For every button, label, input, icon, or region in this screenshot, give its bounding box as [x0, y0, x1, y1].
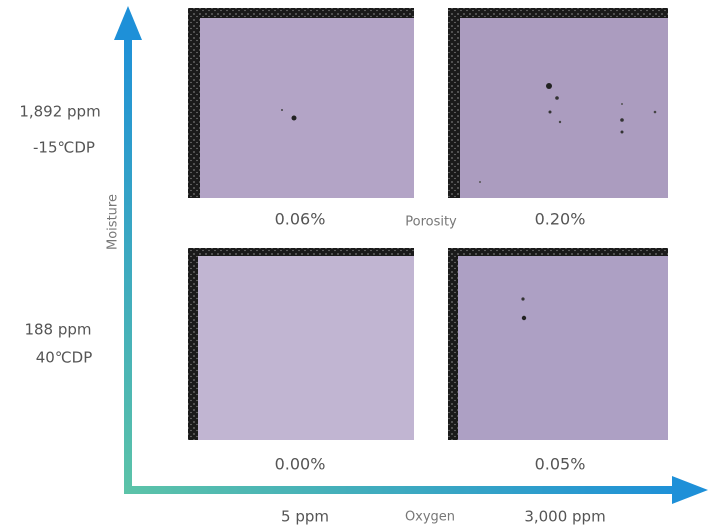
micrograph: [188, 8, 414, 198]
dew-point: -15℃DP: [33, 139, 95, 157]
porosity-value: 0.00%: [275, 455, 326, 474]
figure: 1,892 ppm -15℃DP Moisture 188 ppm 40℃DP …: [0, 0, 716, 529]
oxygen-arrow: [124, 476, 708, 504]
porosity-value: 0.06%: [275, 210, 326, 229]
oxygen-level: 3,000 ppm: [524, 508, 605, 526]
micrograph: [448, 8, 668, 198]
moisture-level: 188 ppm: [24, 321, 91, 339]
x-axis-label: Oxygen: [405, 510, 455, 525]
porosity-value: 0.05%: [535, 455, 586, 474]
oxygen-level: 5 ppm: [281, 508, 329, 526]
dew-point: 40℃DP: [36, 349, 93, 367]
porosity-value: 0.20%: [535, 210, 586, 229]
panel-caption: Porosity: [405, 215, 457, 230]
moisture-level: 1,892 ppm: [19, 103, 100, 121]
y-axis-label: Moisture: [106, 194, 121, 250]
micrograph: [188, 248, 414, 440]
micrograph: [448, 248, 668, 440]
